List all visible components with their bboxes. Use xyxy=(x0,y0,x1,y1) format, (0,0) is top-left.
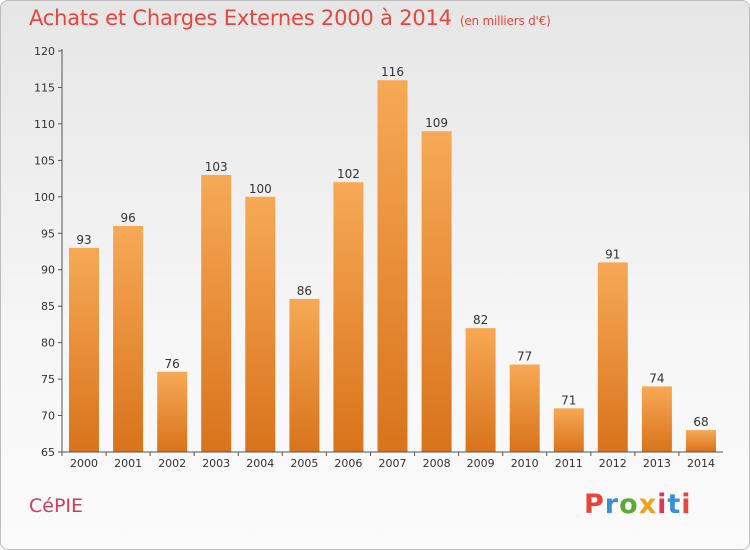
logo-letter: o xyxy=(619,489,639,520)
x-tick-label: 2009 xyxy=(467,457,495,470)
bar-2006 xyxy=(333,182,364,452)
data-label-2012: 91 xyxy=(605,247,620,261)
data-label-2004: 100 xyxy=(249,182,272,196)
x-tick-label: 2006 xyxy=(334,457,362,470)
bar-2004 xyxy=(245,196,276,452)
y-tick-label: 75 xyxy=(41,373,55,386)
y-tick-label: 65 xyxy=(41,446,55,459)
axes-group: 2000 2001 2002 2003 2004 2005 2006 2007 2008 2009… xyxy=(34,45,723,470)
chart-subtitle: (en milliers d'€) xyxy=(459,14,551,28)
x-tick-label: 2003 xyxy=(202,457,230,470)
data-label-2000: 93 xyxy=(76,233,91,247)
logo-letter: x xyxy=(638,489,658,520)
bar-2011 xyxy=(553,408,584,452)
bar-2012 xyxy=(597,262,628,452)
x-tick-label: 2002 xyxy=(158,457,186,470)
y-tick-label: 105 xyxy=(34,154,55,167)
data-label-2013: 74 xyxy=(649,371,664,385)
x-tick-label: 2012 xyxy=(599,457,627,470)
data-label-2003: 103 xyxy=(205,160,228,174)
logo-letter: t xyxy=(667,489,682,520)
x-tick-label: 2013 xyxy=(643,457,671,470)
x-tick-label: 2004 xyxy=(246,457,274,470)
y-tick-label: 80 xyxy=(41,337,55,350)
data-label-2005: 86 xyxy=(297,284,312,298)
x-tick-label: 2001 xyxy=(114,457,142,470)
y-tick-label: 100 xyxy=(34,191,55,204)
y-tick-label: 110 xyxy=(34,118,55,131)
x-tick-label: 2008 xyxy=(423,457,451,470)
bar-2013 xyxy=(641,386,672,452)
data-label-2008: 109 xyxy=(425,116,448,130)
data-label-2002: 76 xyxy=(165,357,180,371)
data-label-2014: 68 xyxy=(693,415,708,429)
bar-2003 xyxy=(201,174,232,452)
bar-2008 xyxy=(421,131,452,452)
x-tick-label: 2000 xyxy=(70,457,98,470)
logo-letter: r xyxy=(604,489,620,520)
y-tick-label: 95 xyxy=(41,227,55,240)
y-tick-label: 90 xyxy=(41,264,55,277)
data-label-2007: 116 xyxy=(381,65,404,79)
y-tick-label: 85 xyxy=(41,300,55,313)
logo-letter: i xyxy=(681,489,692,520)
chart-title: Achats et Charges Externes 2000 à 2014 (e… xyxy=(29,6,551,30)
proxiti-logo[interactable]: Proxiti xyxy=(584,489,692,520)
x-tick-label: 2010 xyxy=(511,457,539,470)
logo-letter: i xyxy=(657,489,668,520)
logo-letter: P xyxy=(584,489,605,520)
bars-group: 93 96 76 103 100 86 102 116 109 82 77 71 91 74 68 xyxy=(69,65,716,452)
bar-2009 xyxy=(465,328,496,452)
x-tick-label: 2007 xyxy=(379,457,407,470)
y-tick-label: 120 xyxy=(34,45,55,58)
x-tick-label: 2005 xyxy=(290,457,318,470)
data-label-2006: 102 xyxy=(337,167,360,181)
bar-2000 xyxy=(69,247,99,452)
y-tick-label: 70 xyxy=(41,410,55,423)
data-label-2009: 82 xyxy=(473,313,488,327)
x-tick-label: 2011 xyxy=(555,457,583,470)
bar-2007 xyxy=(377,80,408,452)
data-label-2001: 96 xyxy=(120,211,135,225)
bar-2010 xyxy=(509,364,540,452)
y-tick-label: 115 xyxy=(34,82,55,95)
x-tick-label: 2014 xyxy=(687,457,715,470)
bar-2014 xyxy=(686,430,716,452)
data-label-2010: 77 xyxy=(517,350,532,364)
bar-2002 xyxy=(157,371,188,452)
bar-2005 xyxy=(289,298,320,452)
data-label-2011: 71 xyxy=(561,393,576,407)
bar-2001 xyxy=(113,226,144,452)
commune-name: CéPIE xyxy=(29,495,84,517)
chart-title-text: Achats et Charges Externes 2000 à 2014 xyxy=(29,6,452,30)
